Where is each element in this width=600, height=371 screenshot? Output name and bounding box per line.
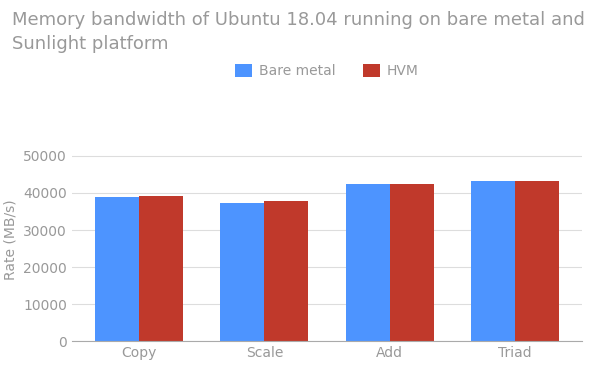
Bar <box>389 184 434 341</box>
Bar <box>265 201 308 341</box>
Legend: Bare metal, HVM: Bare metal, HVM <box>230 59 424 83</box>
Bar <box>95 197 139 341</box>
Bar <box>220 203 265 341</box>
Bar <box>471 181 515 341</box>
Y-axis label: Rate (MB/s): Rate (MB/s) <box>4 199 18 280</box>
Bar <box>515 181 559 341</box>
Bar <box>139 196 183 341</box>
Bar <box>346 184 389 341</box>
Text: Memory bandwidth of Ubuntu 18.04 running on bare metal and
Sunlight platform: Memory bandwidth of Ubuntu 18.04 running… <box>12 11 585 53</box>
